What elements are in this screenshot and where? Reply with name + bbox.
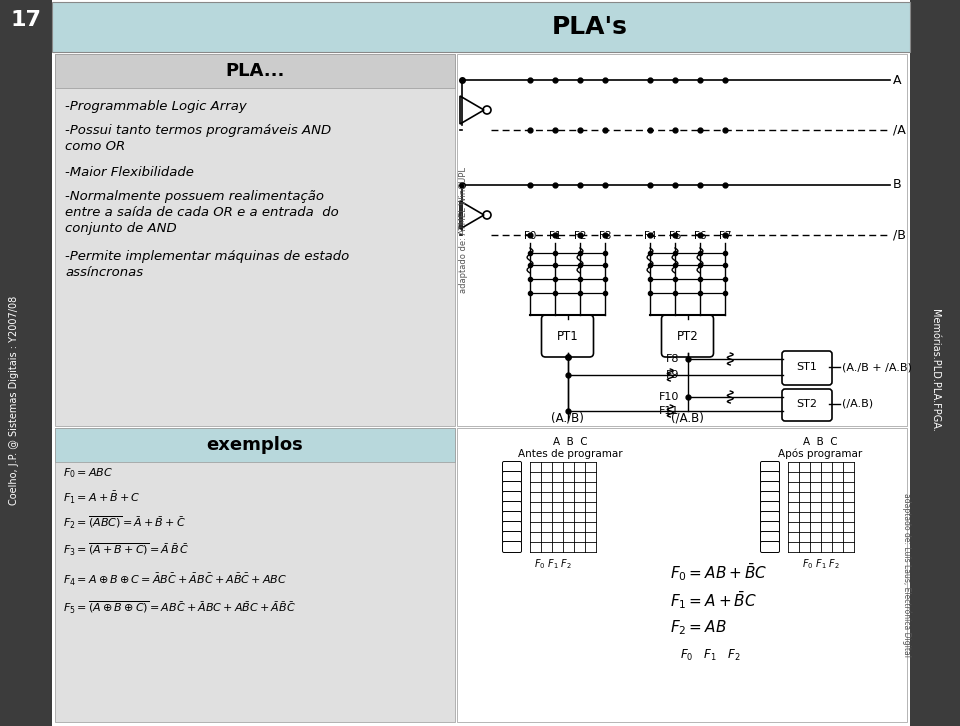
- Text: F4: F4: [644, 231, 657, 241]
- Text: $F_1 = A + \bar{B}C$: $F_1 = A + \bar{B}C$: [670, 589, 756, 611]
- Text: $F_2 = \overline{(ABC)} = \bar{A} + \bar{B} + \bar{C}$: $F_2 = \overline{(ABC)} = \bar{A} + \bar…: [63, 515, 186, 531]
- FancyBboxPatch shape: [760, 531, 780, 542]
- FancyBboxPatch shape: [760, 481, 780, 492]
- Text: $F_4 = A \oplus B \oplus C = \bar{A}B\bar{C}+\bar{A}B\bar{C}+A\bar{B}\bar{C}+ABC: $F_4 = A \oplus B \oplus C = \bar{A}B\ba…: [63, 572, 287, 588]
- Text: A: A: [893, 73, 901, 86]
- Text: $F_0\ F_1\ F_2$: $F_0\ F_1\ F_2$: [534, 557, 572, 571]
- Text: F9: F9: [666, 370, 680, 380]
- FancyBboxPatch shape: [782, 389, 832, 421]
- Text: exemplos: exemplos: [206, 436, 303, 454]
- FancyBboxPatch shape: [782, 351, 832, 385]
- FancyBboxPatch shape: [502, 481, 521, 492]
- Text: $F_0\ F_1\ F_2$: $F_0\ F_1\ F_2$: [802, 557, 840, 571]
- FancyBboxPatch shape: [760, 462, 780, 473]
- Text: $F_0\quad F_1\quad F_2$: $F_0\quad F_1\quad F_2$: [680, 648, 741, 663]
- FancyBboxPatch shape: [52, 2, 910, 52]
- FancyBboxPatch shape: [457, 428, 907, 722]
- Text: F2: F2: [574, 231, 587, 241]
- Text: $F_3 = \overline{(A+B+C)} = \bar{A}\,\bar{B}\,\bar{C}$: $F_3 = \overline{(A+B+C)} = \bar{A}\,\ba…: [63, 542, 189, 558]
- Text: PLA's: PLA's: [552, 15, 628, 39]
- FancyBboxPatch shape: [760, 521, 780, 532]
- Text: (/A.B): (/A.B): [842, 399, 874, 409]
- Text: Antes de programar: Antes de programar: [517, 449, 622, 459]
- FancyBboxPatch shape: [502, 492, 521, 502]
- Text: (A./B): (A./B): [551, 412, 584, 425]
- Text: (/A.B): (/A.B): [671, 412, 704, 425]
- Text: adaptado de: Luís Laus, Electrónica Digital: adaptado de: Luís Laus, Electrónica Digi…: [902, 493, 912, 657]
- Text: F3: F3: [599, 231, 612, 241]
- FancyBboxPatch shape: [502, 512, 521, 523]
- FancyBboxPatch shape: [55, 54, 455, 426]
- Text: F7: F7: [719, 231, 732, 241]
- Text: $F_0 = AB + \bar{B}C$: $F_0 = AB + \bar{B}C$: [670, 561, 767, 583]
- Text: ST2: ST2: [797, 399, 818, 409]
- Text: PT1: PT1: [557, 330, 578, 343]
- FancyBboxPatch shape: [0, 0, 52, 726]
- FancyBboxPatch shape: [541, 315, 593, 357]
- FancyBboxPatch shape: [502, 502, 521, 513]
- Text: -Permite implementar máquinas de estado
assíncronas: -Permite implementar máquinas de estado …: [65, 250, 349, 279]
- Text: $F_1 = A + \bar{B} + C$: $F_1 = A + \bar{B} + C$: [63, 490, 140, 506]
- Text: -Programmable Logic Array: -Programmable Logic Array: [65, 100, 247, 113]
- FancyBboxPatch shape: [760, 471, 780, 483]
- FancyBboxPatch shape: [661, 315, 713, 357]
- Text: $F_0 = ABC$: $F_0 = ABC$: [63, 466, 113, 480]
- FancyBboxPatch shape: [760, 542, 780, 552]
- Text: 17: 17: [11, 10, 41, 30]
- Text: /B: /B: [893, 229, 906, 242]
- Text: F1: F1: [549, 231, 562, 241]
- FancyBboxPatch shape: [760, 512, 780, 523]
- Text: B: B: [893, 179, 901, 192]
- FancyBboxPatch shape: [457, 54, 907, 426]
- Text: A  B  C: A B C: [553, 437, 588, 447]
- Text: Memórias.PLD.PLA.FPGA.: Memórias.PLD.PLA.FPGA.: [930, 309, 940, 431]
- Text: Coelho, J.P. @ Sistemas Digitais : Y2007/08: Coelho, J.P. @ Sistemas Digitais : Y2007…: [9, 295, 19, 505]
- Text: -Maior Flexibilidade: -Maior Flexibilidade: [65, 166, 194, 179]
- Text: PT2: PT2: [677, 330, 698, 343]
- FancyBboxPatch shape: [52, 0, 910, 726]
- FancyBboxPatch shape: [760, 492, 780, 502]
- Text: ST1: ST1: [797, 362, 817, 372]
- Text: $F_5 = \overline{(A \oplus B \oplus C)} = AB\bar{C}+\bar{A}BC+A\bar{B}C+\bar{A}\: $F_5 = \overline{(A \oplus B \oplus C)} …: [63, 600, 296, 616]
- Text: PLA...: PLA...: [226, 62, 285, 80]
- Text: F6: F6: [694, 231, 707, 241]
- Text: /A: /A: [893, 123, 905, 136]
- FancyBboxPatch shape: [55, 428, 455, 462]
- Text: F8: F8: [666, 354, 680, 364]
- Text: -Normalmente possuem realimentação
entre a saída de cada OR e a entrada  do
conj: -Normalmente possuem realimentação entre…: [65, 190, 339, 235]
- FancyBboxPatch shape: [502, 531, 521, 542]
- FancyBboxPatch shape: [502, 521, 521, 532]
- Text: A  B  C: A B C: [803, 437, 837, 447]
- Text: Após programar: Após programar: [778, 449, 862, 460]
- FancyBboxPatch shape: [910, 0, 960, 726]
- Text: -Possui tanto termos programáveis AND
como OR: -Possui tanto termos programáveis AND co…: [65, 124, 331, 153]
- Text: F11: F11: [660, 406, 680, 416]
- FancyBboxPatch shape: [760, 502, 780, 513]
- Text: F5: F5: [669, 231, 682, 241]
- FancyBboxPatch shape: [502, 471, 521, 483]
- Text: adaptado de: ATMEL WinCUPL: adaptado de: ATMEL WinCUPL: [459, 167, 468, 293]
- Text: $F_2 = AB$: $F_2 = AB$: [670, 619, 727, 637]
- Text: F10: F10: [660, 392, 680, 402]
- FancyBboxPatch shape: [55, 428, 455, 722]
- FancyBboxPatch shape: [502, 462, 521, 473]
- FancyBboxPatch shape: [502, 542, 521, 552]
- Text: (A./B + /A.B): (A./B + /A.B): [842, 362, 912, 372]
- Text: F0: F0: [524, 231, 537, 241]
- FancyBboxPatch shape: [55, 54, 455, 88]
